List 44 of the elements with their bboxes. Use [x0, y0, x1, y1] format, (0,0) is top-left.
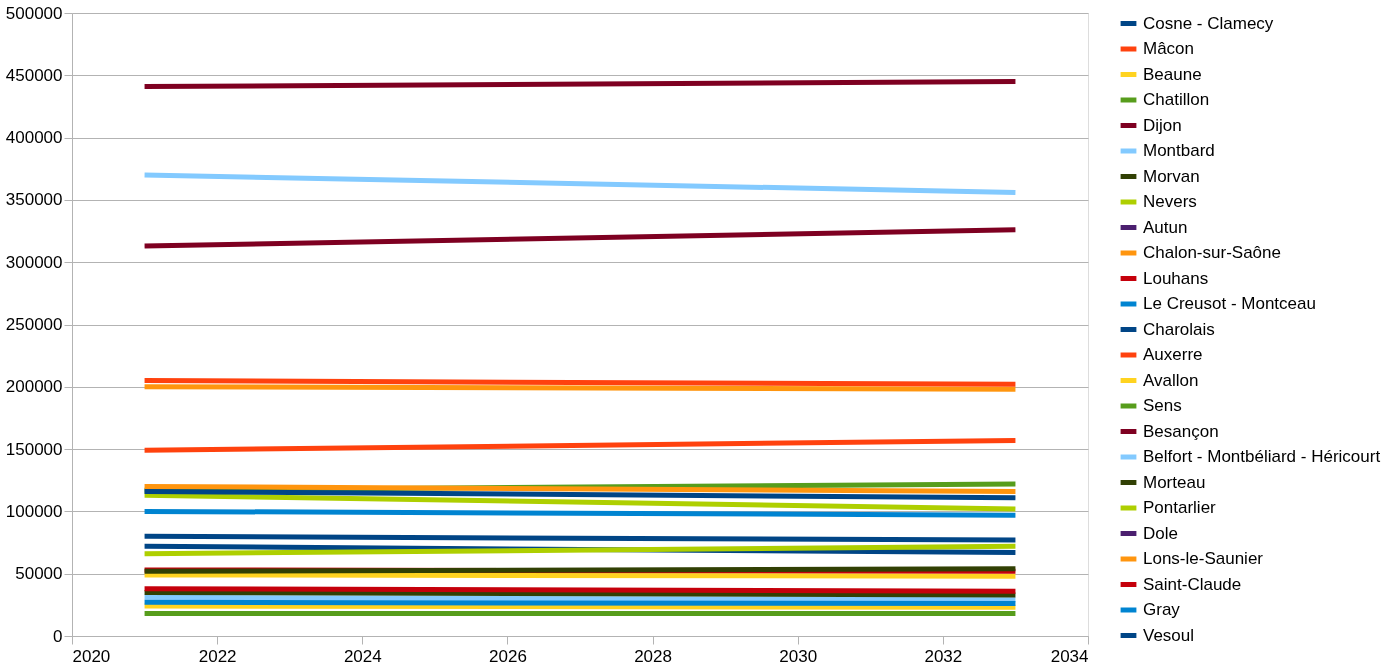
legend-label: Autun: [1143, 217, 1188, 237]
legend-label: Le Creusot - Montceau: [1143, 294, 1316, 313]
x-tick-label: 2030: [779, 646, 818, 666]
legend-label: Chatillon: [1143, 90, 1210, 109]
legend-label: Sens: [1143, 396, 1182, 415]
legend-label: Montbard: [1143, 141, 1215, 160]
x-tick-label: 2024: [343, 646, 382, 666]
legend-label: Mâcon: [1143, 39, 1195, 58]
legend-label: Dijon: [1143, 115, 1182, 135]
y-tick-label: 200000: [5, 377, 63, 397]
y-tick-label: 400000: [5, 128, 63, 148]
legend-label: Besançon: [1143, 421, 1219, 441]
y-tick-label: 100000: [5, 501, 63, 521]
x-tick-label: 2020: [72, 646, 111, 666]
y-tick-label: 350000: [5, 190, 63, 210]
y-tick-label: 450000: [5, 65, 63, 85]
y-tick-label: 0: [53, 626, 63, 646]
legend-label: Morvan: [1143, 166, 1200, 186]
x-tick-label: 2026: [489, 646, 527, 666]
legend-label: Louhans: [1143, 268, 1209, 288]
y-tick-label: 50000: [15, 564, 63, 584]
legend-label: Pontarlier: [1143, 498, 1217, 517]
legend-label: Vesoul: [1143, 625, 1195, 645]
x-tick-label: 2022: [198, 646, 237, 666]
legend-label: Gray: [1143, 600, 1181, 619]
legend-label: Auxerre: [1143, 345, 1203, 364]
y-tick-label: 150000: [5, 439, 63, 459]
legend-label: Chalon-sur-Saône: [1143, 243, 1281, 262]
y-tick-label: 500000: [5, 3, 63, 23]
legend-label: Lons-le-Saunier: [1143, 549, 1264, 568]
legend-label: Morteau: [1143, 472, 1206, 492]
legend-label: Cosne - Clamecy: [1143, 13, 1274, 33]
x-tick-label: 2034: [1050, 646, 1089, 666]
legend-label: Beaune: [1143, 64, 1202, 84]
x-tick-label: 2028: [634, 646, 672, 666]
y-tick-label: 300000: [5, 252, 63, 272]
y-tick-label: 250000: [5, 315, 63, 334]
legend-label: Avallon: [1143, 370, 1199, 390]
x-tick-label: 2032: [924, 646, 963, 666]
legend-label: Nevers: [1143, 192, 1197, 211]
legend-label: Dole: [1143, 523, 1178, 543]
legend-label: Belfort - Montbéliard - Héricourt: [1143, 447, 1381, 466]
legend-label: Charolais: [1143, 319, 1215, 339]
legend-label: Saint-Claude: [1143, 574, 1242, 594]
